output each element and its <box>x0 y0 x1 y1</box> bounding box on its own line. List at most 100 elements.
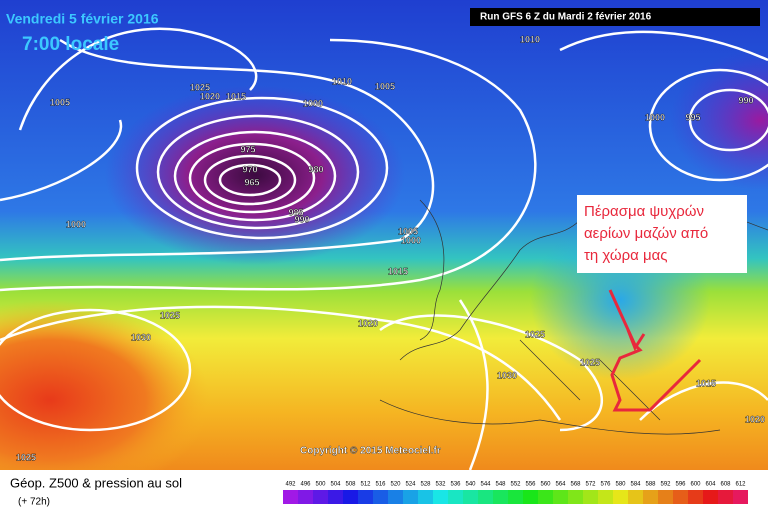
isobar-label: 1005 <box>50 97 70 107</box>
scale-label: 516 <box>375 482 386 488</box>
scale-swatch <box>583 490 598 504</box>
scale-swatch <box>508 490 523 504</box>
scale-label: 540 <box>465 482 476 488</box>
scale-swatch <box>688 490 703 504</box>
scale-swatch <box>718 490 733 504</box>
isobar-label: 1000 <box>66 219 86 229</box>
scale-swatch <box>643 490 658 504</box>
scale-swatch <box>418 490 433 504</box>
low-pressure <box>670 50 768 190</box>
scale-swatch <box>388 490 403 504</box>
scale-label: 608 <box>720 482 731 488</box>
scale-label: 492 <box>285 482 296 488</box>
cold-air-arrow <box>608 289 702 412</box>
isobar-label: 1010 <box>520 34 540 44</box>
date: Vendredi 5 février 2016 <box>6 11 159 27</box>
scale-swatch <box>313 490 328 504</box>
scale-swatch <box>658 490 673 504</box>
isobar-label: 1020 <box>745 414 765 424</box>
scale-label: 524 <box>405 482 416 488</box>
isobar-label: 1015 <box>696 378 716 388</box>
scale-label: 496 <box>300 482 311 488</box>
scale-label: 528 <box>420 482 431 488</box>
isobar-label: 1030 <box>131 332 151 342</box>
scale-label: 512 <box>360 482 371 488</box>
scale-swatch <box>598 490 613 504</box>
scale-label: 596 <box>675 482 686 488</box>
copyright: Copyright © 2015 Meteociel.fr <box>300 446 441 457</box>
isobar-label: 1005 <box>375 81 395 91</box>
scale-label: 548 <box>495 482 506 488</box>
scale-swatch <box>343 490 358 504</box>
high-pressure <box>0 300 210 500</box>
isobar-label: 1025 <box>525 329 545 339</box>
isobar-label: 1025 <box>580 357 600 367</box>
scale-label: 500 <box>315 482 326 488</box>
scale-label: 612 <box>735 482 746 488</box>
scale-swatch <box>358 490 373 504</box>
scale-label: 544 <box>480 482 491 488</box>
arrow-head <box>626 329 646 352</box>
annotation-line: Πέρασμα ψυχρών <box>584 203 704 220</box>
scale-swatch <box>628 490 643 504</box>
scale-swatch <box>478 490 493 504</box>
scale-label: 564 <box>555 482 566 488</box>
scale-swatch <box>733 490 748 504</box>
scale-swatch <box>448 490 463 504</box>
scale-swatch <box>463 490 478 504</box>
isobar-label: 1020 <box>200 91 220 101</box>
isobar-label: 965 <box>244 177 259 187</box>
isobar-label: 1015 <box>388 266 408 276</box>
annotation-line: αερίων μαζών από <box>584 225 708 242</box>
isobar-label: 980 <box>308 164 323 174</box>
scale-swatch <box>328 490 343 504</box>
scale-swatch <box>433 490 448 504</box>
isobar-label: 970 <box>242 164 257 174</box>
scale-label: 552 <box>510 482 521 488</box>
isobar-label: 975 <box>240 144 255 154</box>
run: Run GFS 6 Z du Mardi 2 février 2016 <box>480 12 652 23</box>
scale-swatch <box>403 490 418 504</box>
isobar-label: 1030 <box>497 370 517 380</box>
scale-label: 592 <box>660 482 671 488</box>
scale-label: 536 <box>450 482 461 488</box>
scale-swatch <box>493 490 508 504</box>
scale-swatch <box>283 490 298 504</box>
annotation-box <box>577 195 747 273</box>
isobar-label: 1010 <box>332 76 352 86</box>
isobar-label: 1025 <box>190 82 210 92</box>
run-box <box>470 8 760 26</box>
scale-label: 560 <box>540 482 551 488</box>
isobar-label: 1015 <box>226 91 246 101</box>
isobar-label: 1000 <box>401 235 421 245</box>
scale-swatch <box>553 490 568 504</box>
scale-swatch <box>298 490 313 504</box>
scale-swatch <box>673 490 688 504</box>
scale-label: 504 <box>330 482 341 488</box>
scale-label: 588 <box>645 482 656 488</box>
isobar-label: 1000 <box>303 98 323 108</box>
time: 7:00 locale <box>22 34 119 55</box>
scale-label: 520 <box>390 482 401 488</box>
scale-label: 572 <box>585 482 596 488</box>
isobar-label: 1025 <box>16 452 36 462</box>
scale-label: 508 <box>345 482 356 488</box>
isobar-label: 1005 <box>398 226 418 236</box>
scale-swatch <box>568 490 583 504</box>
scale-label: 584 <box>630 482 641 488</box>
scale-label: 576 <box>600 482 611 488</box>
scale-label: 532 <box>435 482 446 488</box>
isobar-label: 995 <box>685 112 700 122</box>
scale-label: 600 <box>690 482 701 488</box>
footer-lead: (+ 72h) <box>18 497 50 508</box>
isobars <box>0 27 768 471</box>
isobar-label: 1025 <box>160 310 180 320</box>
scale-label: 568 <box>570 482 581 488</box>
isobar-label: 985 <box>288 207 303 217</box>
scale-label: 604 <box>705 482 716 488</box>
isobar-label: 1020 <box>358 318 378 328</box>
scale-swatch <box>373 490 388 504</box>
footer-title: Géop. Z500 & pression au sol <box>10 475 182 490</box>
scale-swatch <box>613 490 628 504</box>
